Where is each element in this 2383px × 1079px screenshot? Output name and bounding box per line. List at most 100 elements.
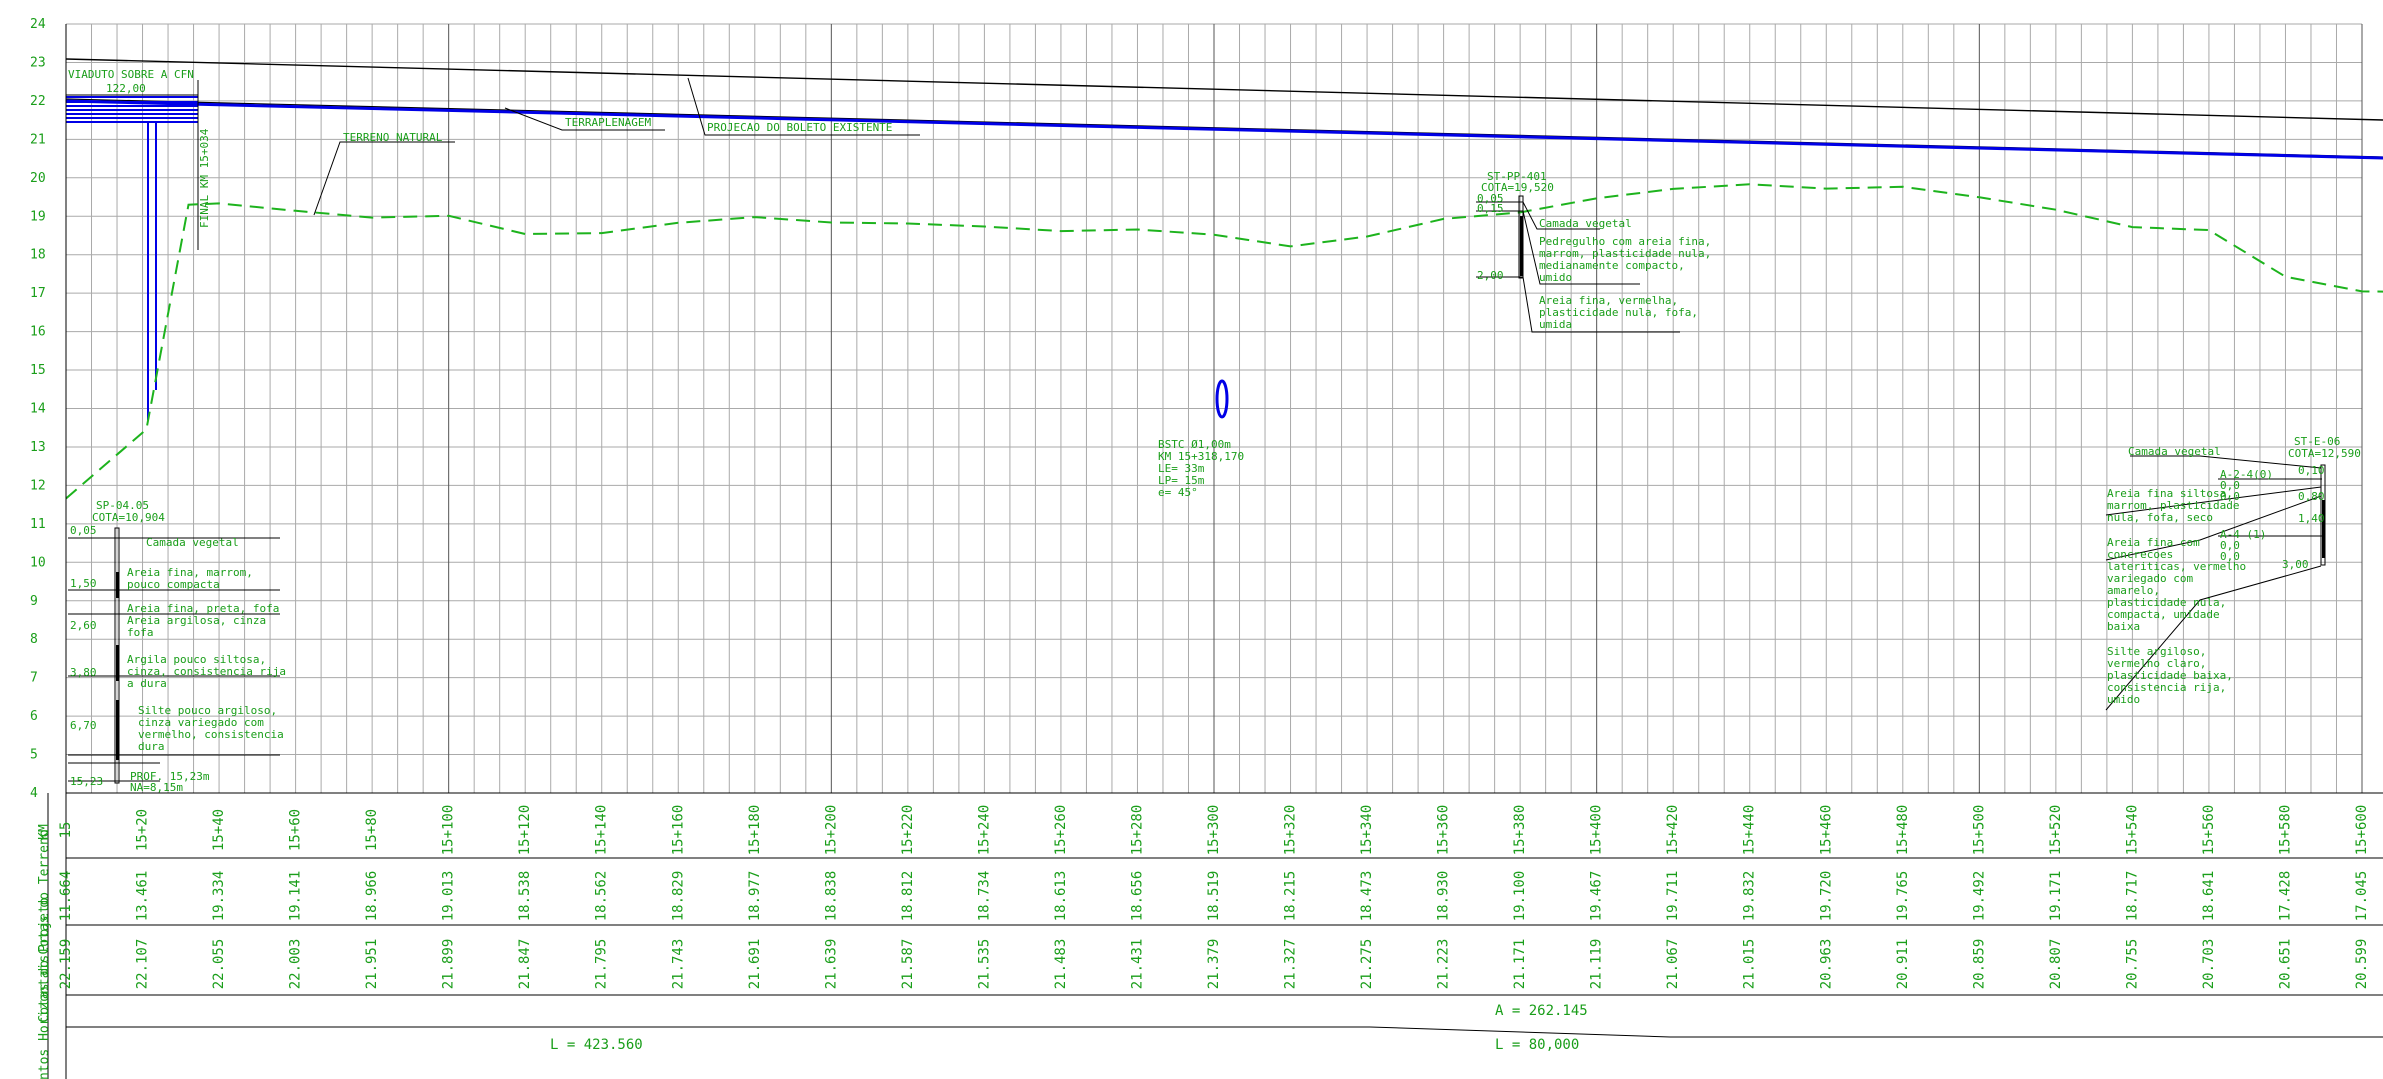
svg-text:Areia fina, marrom,: Areia fina, marrom,	[127, 566, 253, 579]
svg-text:A-2-4(0): A-2-4(0)	[2220, 468, 2273, 481]
svg-text:lateriticas, vermelho: lateriticas, vermelho	[2107, 560, 2246, 573]
terrain-elevation-label: 19.711	[1665, 871, 1681, 922]
elevation-tick-label: 15	[30, 363, 46, 378]
elevation-tick-label: 4	[30, 786, 38, 801]
terrain-elevation-label: 18.930	[1436, 871, 1452, 922]
station-label: 15+160	[670, 805, 686, 856]
svg-text:marrom, plasticidade: marrom, plasticidade	[2107, 499, 2239, 512]
terrain-elevation-label: 17.045	[2354, 871, 2370, 922]
project-grade-line	[65, 99, 2383, 160]
viaduct	[66, 96, 198, 420]
station-label: 15+340	[1359, 805, 1375, 856]
svg-text:Areia fina com: Areia fina com	[2107, 536, 2200, 549]
viaduct-length: 122,00	[106, 82, 146, 95]
svg-text:COTA=19,520: COTA=19,520	[1481, 181, 1554, 194]
svg-text:baixa: baixa	[2107, 620, 2140, 633]
terrain-elevation-label: 19.013	[441, 871, 457, 922]
elevation-tick-label: 7	[30, 671, 38, 686]
culvert-bstc	[1215, 379, 1229, 419]
svg-text:cinza, consistencia rija: cinza, consistencia rija	[127, 665, 286, 678]
elevation-tick-label: 24	[30, 17, 46, 32]
horizontal-l2: L = 80,000	[1495, 1037, 1579, 1053]
elevation-tick-label: 20	[30, 171, 46, 186]
project-elevation-label: 21.067	[1665, 939, 1681, 990]
row-label-project: Cotas do Projeto	[37, 897, 52, 1022]
viaduct-dimension	[66, 80, 199, 250]
svg-text:medianamente compacto,: medianamente compacto,	[1539, 259, 1685, 272]
svg-text:Areia fina, vermelha,: Areia fina, vermelha,	[1539, 294, 1678, 307]
station-label: 15+580	[2277, 805, 2293, 856]
project-elevation-label: 20.807	[2048, 939, 2064, 990]
terrain-elevation-label: 17.428	[2277, 871, 2293, 922]
project-elevation-label: 21.691	[747, 939, 763, 990]
station-label: 15	[58, 822, 74, 839]
project-elevation-label: 21.587	[900, 939, 916, 990]
data-table-frame	[47, 24, 2383, 1079]
terrain-elevation-label: 18.641	[2201, 871, 2217, 922]
project-elevation-label: 21.275	[1359, 939, 1375, 990]
svg-text:compacta, umidade: compacta, umidade	[2107, 608, 2220, 621]
bstc-annotation: BSTC Ø1,00m KM 15+318,170 LE= 33m LP= 15…	[1158, 438, 1244, 499]
station-label: 15+480	[1895, 805, 1911, 856]
svg-text:PROF. 15,23m: PROF. 15,23m	[130, 770, 210, 783]
terrain-elevation-label: 18.519	[1206, 871, 1222, 922]
project-elevation-label: 20.651	[2277, 939, 2293, 990]
final-km-label: FINAL KM 15+034	[198, 128, 211, 228]
project-elevation-label: 22.055	[211, 939, 227, 990]
terrain-elevation-label: 18.966	[364, 871, 380, 922]
station-label: 15+80	[364, 809, 380, 851]
svg-text:plasticidade baixa,: plasticidade baixa,	[2107, 669, 2233, 682]
horizontal-a: A = 262.145	[1495, 1003, 1588, 1019]
svg-text:0,10: 0,10	[2298, 464, 2325, 477]
svg-text:0,0: 0,0	[2220, 550, 2240, 563]
station-label: 15+460	[1818, 805, 1834, 856]
terrain-elevation-label: 19.141	[288, 871, 304, 922]
station-label: 15+400	[1589, 805, 1605, 856]
svg-text:Pedregulho com areia fina,: Pedregulho com areia fina,	[1539, 235, 1711, 248]
terrain-elevation-label: 18.838	[823, 871, 839, 922]
project-elevation-label: 21.119	[1589, 939, 1605, 990]
viaduct-label: VIADUTO SOBRE A CFN	[68, 68, 194, 81]
station-label: 15+240	[976, 805, 992, 856]
svg-text:umido: umido	[1539, 271, 1572, 284]
svg-text:variegado com: variegado com	[2107, 572, 2193, 585]
station-label: 15+440	[1742, 805, 1758, 856]
station-label: 15+140	[594, 805, 610, 856]
svg-text:2,60: 2,60	[70, 619, 97, 632]
svg-text:umido: umido	[2107, 693, 2140, 706]
project-elevation-label: 21.379	[1206, 939, 1222, 990]
project-elevation-label: 21.951	[364, 939, 380, 990]
svg-text:2,00: 2,00	[1477, 269, 1504, 282]
svg-text:15,23: 15,23	[70, 775, 103, 788]
station-label: 15+360	[1436, 805, 1452, 856]
borehole-stpp401: ST-PP-401 COTA=19,520 0,05 0,15 2,00 Cam…	[1476, 170, 1711, 333]
svg-text:6,70: 6,70	[70, 719, 97, 732]
project-elevation-label: 21.795	[594, 939, 610, 990]
station-label: 15+500	[1971, 805, 1987, 856]
project-elevation-label: 21.639	[823, 939, 839, 990]
elevation-axis: 24 23 22 21 20 19 18 17 16 15 14 13 12 11 10 9 8 7 6 5 4	[30, 17, 46, 801]
project-elevation-label: 20.963	[1818, 939, 1834, 990]
project-elevation-label: 22.003	[288, 939, 304, 990]
station-label: 15+560	[2201, 805, 2217, 856]
svg-text:pouco compacta: pouco compacta	[127, 578, 220, 591]
row-label-horizontal: Elementos Horizontais	[37, 955, 52, 1079]
elevation-tick-label: 21	[30, 132, 46, 147]
terrain-elevation-label: 19.171	[2048, 871, 2064, 922]
elevation-tick-label: 6	[30, 709, 38, 724]
elevation-tick-label: 13	[30, 440, 46, 455]
station-label: 15+540	[2124, 805, 2140, 856]
elevation-tick-label: 5	[30, 748, 38, 763]
project-elevation-label: 21.535	[976, 939, 992, 990]
terrain-elevation-label: 18.613	[1053, 871, 1069, 922]
terrain-elevation-label: 18.656	[1129, 871, 1145, 922]
svg-text:3,00: 3,00	[2282, 558, 2309, 571]
svg-text:marrom, plasticidade nula,: marrom, plasticidade nula,	[1539, 247, 1711, 260]
project-elevation-label: 22.159	[58, 939, 74, 990]
svg-text:0,15: 0,15	[1477, 202, 1504, 215]
terrain-elevation-label: 18.977	[747, 871, 763, 922]
project-elevation-label: 21.743	[670, 939, 686, 990]
svg-text:vermelho claro,: vermelho claro,	[2107, 657, 2206, 670]
svg-text:ST-E-06: ST-E-06	[2294, 435, 2340, 448]
project-elevation-label: 20.755	[2124, 939, 2140, 990]
